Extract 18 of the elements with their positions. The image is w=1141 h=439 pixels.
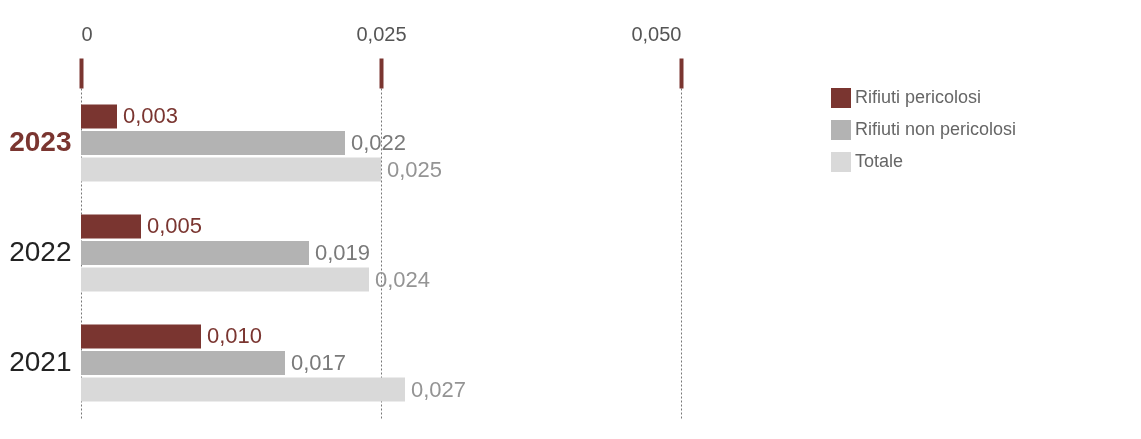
x-tick-label: 0 bbox=[81, 22, 93, 45]
y-tick-label: 2021 bbox=[9, 346, 72, 377]
legend-label: Rifiuti pericolosi bbox=[855, 87, 982, 107]
legend-label: Totale bbox=[855, 151, 904, 171]
data-label: 0,005 bbox=[147, 213, 203, 239]
x-tick-label: 0,025 bbox=[356, 22, 407, 45]
y-tick-label: 2022 bbox=[9, 236, 72, 267]
x-tick-label: 0,050 bbox=[631, 22, 682, 45]
data-label: 0,010 bbox=[207, 323, 263, 349]
data-label: 0,019 bbox=[315, 240, 371, 265]
y-tick-label: 2023 bbox=[9, 126, 72, 157]
data-label: 0,017 bbox=[291, 350, 347, 375]
data-label: 0,025 bbox=[387, 156, 443, 182]
data-label: 0,027 bbox=[411, 376, 467, 402]
legend-label: Rifiuti non pericolosi bbox=[855, 119, 1017, 139]
data-label: 0,003 bbox=[123, 103, 179, 129]
data-label: 0,022 bbox=[351, 130, 407, 155]
data-label: 0,024 bbox=[375, 266, 431, 292]
